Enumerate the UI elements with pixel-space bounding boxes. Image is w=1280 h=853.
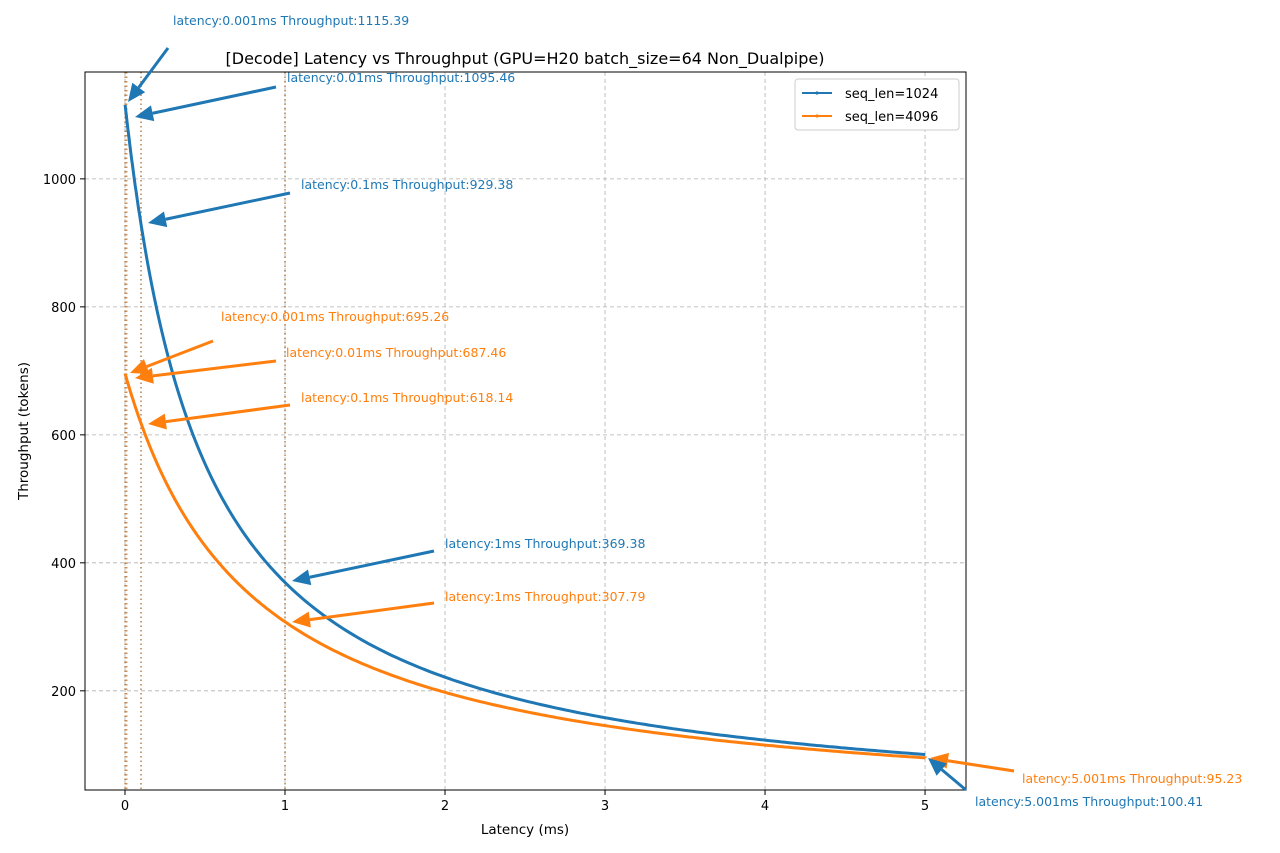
y-tick-label: 800 <box>51 301 76 316</box>
annotation-label: latency:5.001ms Throughput:100.41 <box>975 794 1203 809</box>
annotation-arrow <box>947 759 1015 773</box>
annotation-label: latency:0.1ms Throughput:929.38 <box>301 177 513 192</box>
annotation-arrow <box>137 47 170 89</box>
legend-marker <box>815 91 819 95</box>
annotation-arrow <box>309 601 435 622</box>
arrow-head-icon <box>135 105 155 122</box>
annotation-label: latency:0.01ms Throughput:687.46 <box>286 345 506 360</box>
annotation-arrow <box>146 339 214 368</box>
chart-title: [Decode] Latency vs Throughput (GPU=H20 … <box>226 49 825 69</box>
annotation-label: latency:1ms Throughput:307.79 <box>445 589 645 604</box>
arrow-head-icon <box>292 611 311 628</box>
x-tick-label: 5 <box>921 799 929 814</box>
x-tick-label: 4 <box>761 799 769 814</box>
arrow-head-icon <box>130 359 150 374</box>
y-tick-label: 600 <box>51 429 76 444</box>
annotation-arrow <box>152 85 277 115</box>
plot-frame <box>84 71 967 791</box>
x-axis-label: Latency (ms) <box>481 822 569 838</box>
arrow-head-icon <box>135 367 154 384</box>
legend-label: seq_len=4096 <box>845 110 938 125</box>
annotation-label: latency:0.001ms Throughput:695.26 <box>221 309 449 324</box>
annotation-arrow <box>165 191 291 221</box>
x-tick-label: 1 <box>281 799 289 814</box>
legend: seq_len=1024 seq_len=4096 <box>794 78 960 131</box>
arrow-head-icon <box>292 569 312 586</box>
y-axis-label: Throughput (tokens) <box>16 362 32 501</box>
grid-lines <box>85 72 966 790</box>
arrow-head-icon <box>148 211 168 228</box>
y-tick-label: 1000 <box>43 173 76 188</box>
annotation-label: latency:1ms Throughput:369.38 <box>445 536 645 551</box>
arrow-head-icon <box>148 413 167 430</box>
series-line-seq-len-4096 <box>123 373 927 760</box>
x-axis-ticks: 0 1 2 3 4 5 <box>121 790 929 814</box>
legend-label: seq_len=1024 <box>845 87 938 102</box>
y-tick-label: 200 <box>51 685 76 700</box>
annotation-arrow <box>309 549 435 579</box>
annotation-label: latency:0.1ms Throughput:618.14 <box>301 390 513 405</box>
x-tick-label: 0 <box>121 799 129 814</box>
arrow-head-icon <box>928 758 947 776</box>
y-axis-ticks: 200 400 600 800 1000 <box>43 173 85 700</box>
x-tick-label: 3 <box>601 799 609 814</box>
annotation-arrow <box>165 403 291 424</box>
annotation-arrow <box>152 359 277 378</box>
series-lines <box>123 105 927 760</box>
annotation-label: latency:0.01ms Throughput:1095.46 <box>287 70 515 85</box>
annotation-label: latency:0.001ms Throughput:1115.39 <box>173 13 409 28</box>
annotation-arrow <box>940 768 967 792</box>
series-line-seq-len-1024 <box>123 105 926 756</box>
annotations: latency:0.001ms Throughput:1115.39 latenc… <box>128 13 1242 809</box>
y-tick-label: 400 <box>51 557 76 572</box>
annotation-label: latency:5.001ms Throughput:95.23 <box>1022 771 1242 786</box>
legend-marker <box>815 114 819 118</box>
x-tick-label: 2 <box>441 799 449 814</box>
arrow-head-icon <box>128 82 146 102</box>
